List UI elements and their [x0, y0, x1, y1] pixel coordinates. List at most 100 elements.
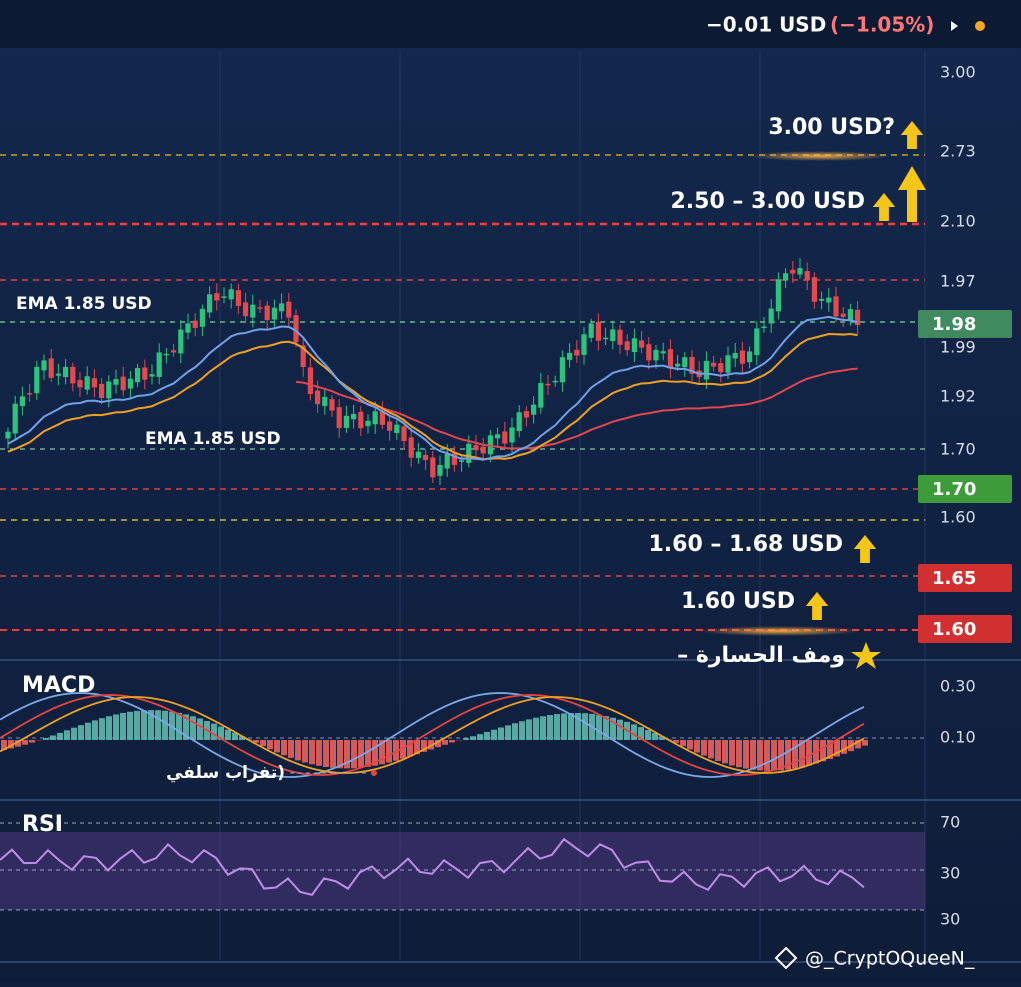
- annotation: 3.00 USD?: [768, 115, 895, 140]
- candle-body: [819, 299, 824, 301]
- macd-histogram: [463, 738, 469, 740]
- candle-body: [221, 296, 226, 298]
- candle-body: [207, 294, 212, 312]
- macd-histogram: [862, 740, 868, 746]
- macd-histogram: [113, 714, 119, 740]
- macd-histogram: [477, 734, 483, 740]
- watermark: @_CryptOQueeN_: [805, 948, 975, 970]
- annotation: 1.60 USD: [681, 589, 795, 614]
- rsi-axis-label: 30: [940, 910, 960, 929]
- macd-histogram: [260, 740, 266, 746]
- macd-histogram: [127, 712, 133, 740]
- macd-histogram: [750, 740, 756, 770]
- macd-histogram: [442, 740, 448, 745]
- candle-body: [725, 355, 730, 372]
- macd-histogram: [729, 740, 735, 765]
- candle-body: [329, 399, 334, 410]
- candle-body: [495, 434, 500, 438]
- macd-histogram: [547, 715, 553, 740]
- macd-histogram: [267, 740, 273, 749]
- macd-label: MACD: [22, 673, 95, 698]
- candle-body: [790, 270, 795, 274]
- candle-body: [322, 397, 327, 406]
- macd-histogram: [92, 720, 98, 740]
- candle-body: [77, 380, 82, 387]
- candle-body: [589, 324, 594, 338]
- macd-histogram: [155, 710, 161, 740]
- candle-body: [560, 357, 565, 382]
- glow: [750, 151, 890, 161]
- candle-body: [344, 416, 349, 428]
- macd-histogram: [687, 740, 693, 749]
- candle-body: [409, 437, 414, 457]
- candle-body: [157, 352, 162, 377]
- candle-body: [531, 405, 536, 415]
- candle-body: [106, 382, 111, 399]
- macd-histogram: [484, 732, 490, 740]
- macd-histogram: [645, 730, 651, 740]
- macd-histogram: [190, 716, 196, 740]
- candle-body: [754, 328, 759, 355]
- candle-body: [243, 302, 248, 316]
- percent-change: (−1.05%): [830, 13, 934, 37]
- candle-body: [250, 305, 255, 318]
- candle-body: [848, 309, 853, 320]
- annotation: EMA 1.85 USD: [16, 294, 152, 314]
- candle-body: [387, 422, 392, 431]
- candle-body: [740, 350, 745, 363]
- macd-histogram: [43, 738, 49, 740]
- candle-body: [675, 364, 680, 367]
- candle-body: [632, 338, 637, 352]
- macd-histogram: [316, 740, 322, 766]
- candle-body: [826, 298, 831, 303]
- macd-histogram: [274, 740, 280, 752]
- candle-body: [265, 306, 270, 321]
- price-change: −0.01 USD: [706, 13, 826, 37]
- candle-body: [704, 361, 709, 380]
- candle-body: [625, 341, 630, 350]
- rsi-label: RSI: [22, 812, 63, 837]
- macd-histogram: [519, 721, 525, 740]
- candle-body: [142, 367, 147, 379]
- candle-body: [711, 363, 716, 367]
- macd-histogram: [701, 740, 707, 756]
- candle-body: [135, 368, 140, 382]
- candle-body: [661, 351, 666, 353]
- macd-histogram: [120, 713, 126, 740]
- badge-label: 1.60: [932, 619, 976, 640]
- annotation: 2.50 – 3.00 USD: [670, 189, 865, 214]
- candle-body: [373, 411, 378, 424]
- candle-body: [617, 330, 622, 345]
- macd-histogram: [806, 740, 812, 765]
- candle-body: [473, 445, 478, 450]
- candle-body: [437, 465, 442, 476]
- candle-body: [49, 358, 54, 377]
- candle-body: [149, 374, 154, 376]
- macd-histogram: [736, 740, 742, 767]
- candle-body: [574, 350, 579, 356]
- macd-histogram: [85, 723, 91, 740]
- candle-body: [430, 458, 435, 478]
- candle-body: [603, 338, 608, 340]
- candle-body: [99, 384, 104, 398]
- macd-histogram: [561, 713, 567, 740]
- candle-body: [92, 378, 97, 387]
- price-axis-label: 3.00: [940, 63, 976, 82]
- candle-body: [797, 268, 802, 274]
- price-axis-label: 1.60: [940, 508, 976, 527]
- candle-body: [286, 302, 291, 318]
- macd-histogram: [71, 728, 77, 740]
- candle-body: [653, 350, 658, 360]
- candle-body: [178, 330, 183, 354]
- candle-body: [538, 383, 543, 408]
- candle-body: [567, 353, 572, 360]
- candle-body: [833, 296, 838, 316]
- candle-body: [279, 303, 284, 311]
- annotation: 1.60 – 1.68 USD: [648, 532, 843, 557]
- candle-body: [5, 432, 10, 439]
- macd-histogram: [771, 740, 777, 771]
- candle-body: [13, 404, 18, 434]
- candle-body: [812, 277, 817, 302]
- candle-body: [34, 367, 39, 393]
